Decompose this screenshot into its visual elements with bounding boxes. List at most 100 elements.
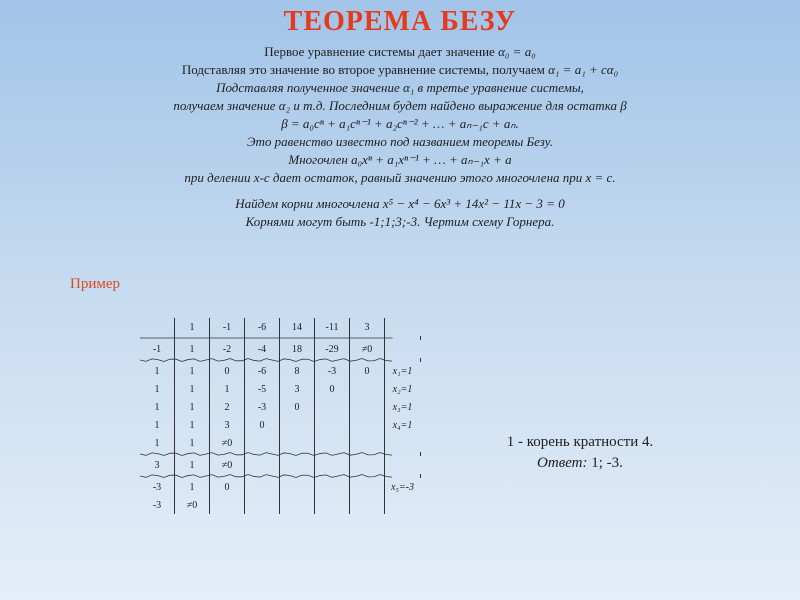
table-cell xyxy=(385,496,421,514)
table-cell xyxy=(315,416,350,434)
answer-label: Ответ: xyxy=(537,455,587,471)
table-cell: -6 xyxy=(245,362,280,380)
answer-values: 1; -3. xyxy=(588,455,623,471)
table-cell: -11 xyxy=(315,318,350,336)
table-cell: x₃=1 xyxy=(385,398,421,416)
table-cell xyxy=(350,496,385,514)
table-cell: 3 xyxy=(140,456,175,474)
line-6: при делении x-c дает остаток, равный зна… xyxy=(30,170,770,186)
table-cell: 1 xyxy=(140,416,175,434)
table-cell: 3 xyxy=(350,318,385,336)
table-cell: ≠0 xyxy=(175,496,210,514)
table-cell xyxy=(245,478,280,496)
line-5: Это равенство известно под названием тео… xyxy=(30,134,770,150)
table-cell xyxy=(315,496,350,514)
horner-table-wrap: 1-1-614-113-11-2-418-29≠0110-68-30x₁=111… xyxy=(140,318,421,514)
table-cell xyxy=(315,456,350,474)
horner-table: 1-1-614-113-11-2-418-29≠0110-68-30x₁=111… xyxy=(140,318,421,514)
table-cell: 3 xyxy=(210,416,245,434)
beta-formula: β = a₀cⁿ + a₁cⁿ⁻¹ + a₂cⁿ⁻² + … + aₙ₋₁c +… xyxy=(30,116,770,132)
table-cell: x₄=1 xyxy=(385,416,421,434)
table-cell: 0 xyxy=(280,398,315,416)
table-row: 1-1-614-113 xyxy=(140,318,420,336)
answer-block: 1 - корень кратности 4. Ответ: 1; -3. xyxy=(450,430,710,476)
table-cell: 0 xyxy=(245,416,280,434)
table-cell: -29 xyxy=(315,340,350,358)
table-row: 111-530x₂=1 xyxy=(140,380,420,398)
table-cell: 0 xyxy=(210,362,245,380)
table-cell: -3 xyxy=(140,496,175,514)
table-cell xyxy=(385,340,421,358)
table-cell: ≠0 xyxy=(210,434,245,452)
table-cell: -6 xyxy=(245,318,280,336)
table-cell: 3 xyxy=(280,380,315,398)
answer-line-2: Ответ: 1; -3. xyxy=(450,455,710,472)
table-cell: x₁=1 xyxy=(385,362,421,380)
table-cell xyxy=(385,434,421,452)
table-cell xyxy=(280,456,315,474)
table-cell xyxy=(280,496,315,514)
table-cell xyxy=(245,434,280,452)
table-cell xyxy=(385,318,421,336)
table-cell xyxy=(350,478,385,496)
example-line-2: Корнями могут быть -1;1;3;-3. Чертим схе… xyxy=(30,214,770,230)
table-cell: 1 xyxy=(175,398,210,416)
table-cell xyxy=(245,456,280,474)
table-cell xyxy=(350,434,385,452)
table-row: 110-68-30x₁=1 xyxy=(140,362,420,380)
table-cell: 1 xyxy=(140,380,175,398)
line-2-text: Подставляя это значение во второе уравне… xyxy=(182,62,548,77)
slide: ТЕОРЕМА БЕЗУ Первое уравнение системы да… xyxy=(0,0,800,600)
line-3: Подставляя полученное значение α₁ в трет… xyxy=(30,80,770,96)
table-cell: 0 xyxy=(315,380,350,398)
table-cell xyxy=(315,434,350,452)
table-row: 112-30x₃=1 xyxy=(140,398,420,416)
table-cell xyxy=(385,456,421,474)
table-cell: 1 xyxy=(175,380,210,398)
table-cell xyxy=(245,496,280,514)
line-1: Первое уравнение системы дает значение α… xyxy=(30,44,770,60)
table-row: 1130x₄=1 xyxy=(140,416,420,434)
table-row: -310x₅=-3 xyxy=(140,478,420,496)
table-cell: -3 xyxy=(315,362,350,380)
table-row: -3≠0 xyxy=(140,496,420,514)
table-cell xyxy=(280,434,315,452)
table-cell: 1 xyxy=(140,398,175,416)
table-cell: ≠0 xyxy=(350,340,385,358)
table-cell: 1 xyxy=(140,434,175,452)
table-row: 11≠0 xyxy=(140,434,420,452)
table-cell xyxy=(280,478,315,496)
table-cell: x₅=-3 xyxy=(385,478,421,496)
table-cell: -1 xyxy=(140,340,175,358)
table-cell: -1 xyxy=(210,318,245,336)
table-cell: 0 xyxy=(350,362,385,380)
table-cell: 0 xyxy=(210,478,245,496)
slide-title: ТЕОРЕМА БЕЗУ xyxy=(0,0,800,38)
table-cell: 2 xyxy=(210,398,245,416)
table-cell: 1 xyxy=(140,362,175,380)
table-cell: 18 xyxy=(280,340,315,358)
table-cell: 1 xyxy=(175,318,210,336)
table-cell: 14 xyxy=(280,318,315,336)
table-row: -11-2-418-29≠0 xyxy=(140,340,420,358)
table-cell: 1 xyxy=(175,434,210,452)
table-cell: 1 xyxy=(175,340,210,358)
table-cell: 1 xyxy=(175,478,210,496)
table-cell xyxy=(350,416,385,434)
table-cell: -4 xyxy=(245,340,280,358)
table-cell: 1 xyxy=(210,380,245,398)
table-row: 31≠0 xyxy=(140,456,420,474)
table-cell xyxy=(280,416,315,434)
table-cell: -2 xyxy=(210,340,245,358)
table-cell xyxy=(210,496,245,514)
table-cell xyxy=(140,318,175,336)
answer-line-1: 1 - корень кратности 4. xyxy=(450,434,710,451)
poly-formula: Многочлен a₀xⁿ + a₁xⁿ⁻¹ + … + aₙ₋₁x + a xyxy=(30,152,770,168)
example-line-1: Найдем корни многочлена x⁵ − x⁴ − 6x³ + … xyxy=(30,196,770,212)
table-cell xyxy=(350,456,385,474)
table-cell: 1 xyxy=(175,456,210,474)
table-cell: 1 xyxy=(175,416,210,434)
table-cell: -3 xyxy=(245,398,280,416)
line-4: получаем значение α₂ и т.д. Последним бу… xyxy=(30,98,770,114)
example-label: Пример xyxy=(70,276,120,293)
